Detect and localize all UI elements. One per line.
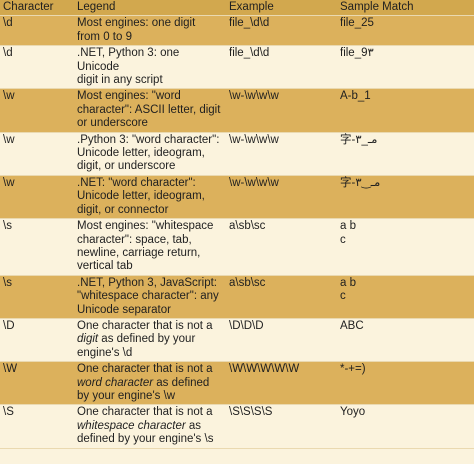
cell-character: \D [0, 318, 74, 363]
cell-legend: Most engines: "word character": ASCII let… [74, 88, 226, 133]
cell-legend: Most engines: one digit from 0 to 9 [74, 15, 226, 47]
table-header: Character Legend Example Sample Match [0, 0, 474, 17]
cell-sample-match: file_9٣ [337, 45, 474, 90]
cell-character: \w [0, 132, 74, 176]
cell-character: \w [0, 175, 74, 220]
cell-character: \S [0, 404, 74, 449]
match-line: file_25 [340, 17, 374, 30]
cell-character: \d [0, 15, 74, 47]
match-line: c [340, 233, 346, 246]
match-line: file_9٣ [340, 47, 374, 60]
header-character: Character [0, 0, 74, 17]
cell-example: \W\W\W\W\W [226, 361, 337, 406]
cell-legend: .NET: "word character": Unicode letter, i… [74, 175, 226, 220]
legend-line: digit, or connector [77, 203, 169, 216]
cell-example: \w-\w\w\w [226, 132, 337, 176]
match-line: *-+=) [340, 363, 366, 376]
cell-sample-match: *-+=) [337, 361, 474, 406]
cell-legend: .NET, Python 3, JavaScript: "whitespace c… [74, 275, 226, 319]
legend-line: character": space, tab, [77, 233, 192, 246]
cell-example: \D\D\D [226, 318, 337, 363]
cell-sample-match: file_25 [337, 15, 474, 47]
legend-line: from 0 to 9 [77, 30, 132, 43]
cell-example: \w-\w\w\w [226, 175, 337, 220]
legend-line: "whitespace character": any [77, 290, 219, 303]
header-sample-match: Sample Match [337, 0, 474, 17]
table-row: \s .NET, Python 3, JavaScript: "whitespace… [0, 275, 474, 319]
legend-line: vertical tab [77, 260, 133, 273]
match-line: c [340, 290, 346, 303]
cell-legend: .NET, Python 3: one Unicode digit in any … [74, 45, 226, 90]
cell-legend: One character that is not a digit as defi… [74, 318, 226, 363]
cell-example: file_\d\d [226, 15, 337, 47]
legend-line: Unicode letter, ideogram, [77, 147, 205, 160]
legend-line: newline, carriage return, [77, 246, 201, 259]
cell-sample-match: ABC [337, 318, 474, 363]
cell-character: \W [0, 361, 74, 406]
table-row: \S One character that is not a whitespace … [0, 404, 474, 449]
legend-line: Unicode separator [77, 303, 171, 316]
table-row: \W One character that is not a word charac… [0, 361, 474, 406]
cell-sample-match: 字-مـ‿۳ [337, 175, 474, 220]
match-line: 字-مـ_۳ [340, 133, 378, 146]
cell-legend: .Python 3: "word character": Unicode lett… [74, 132, 226, 176]
cell-example: file_\d\d [226, 45, 337, 90]
legend-line: digit in any script [77, 74, 163, 87]
table-row: \d .NET, Python 3: one Unicode digit in an… [0, 45, 474, 90]
cell-example: a\sb\sc [226, 275, 337, 319]
legend-line: or underscore [77, 117, 148, 130]
legend-line: character": ASCII letter, digit [77, 103, 221, 116]
cell-character: \d [0, 45, 74, 90]
table-row: \s Most engines: "whitespace character": s… [0, 218, 474, 276]
cell-character: \s [0, 218, 74, 276]
match-line: Yoyo [340, 406, 366, 419]
match-line: A-b_1 [340, 90, 371, 103]
cell-legend: Most engines: "whitespace character": spa… [74, 218, 226, 276]
cell-legend: One character that is not a word characte… [74, 361, 226, 406]
header-legend: Legend [74, 0, 226, 17]
cell-example: a\sb\sc [226, 218, 337, 276]
legend-line: Most engines: one digit [77, 17, 196, 30]
legend-line: Most engines: "word [77, 90, 181, 103]
legend-line: digit, or underscore [77, 160, 176, 173]
cell-legend: One character that is not a whitespace ch… [74, 404, 226, 449]
cell-character: \w [0, 88, 74, 133]
regex-shorthand-table: Character Legend Example Sample Match \d… [0, 0, 474, 449]
header-row: Character Legend Example Sample Match [0, 0, 474, 17]
table-row: \D One character that is not a digit as de… [0, 318, 474, 363]
header-example: Example [226, 0, 337, 17]
cell-sample-match: Yoyo [337, 404, 474, 449]
match-line: 字-مـ‿۳ [340, 176, 381, 189]
legend-line: .Python 3: "word character": [77, 133, 220, 146]
legend-line: .NET, Python 3: one Unicode [77, 47, 180, 73]
legend-line: .NET, Python 3, JavaScript: [77, 276, 217, 289]
match-line: ABC [340, 319, 364, 332]
legend-line: Most engines: "whitespace [77, 220, 214, 233]
cell-sample-match: 字-مـ_۳ [337, 132, 474, 176]
cell-example: \S\S\S\S [226, 404, 337, 449]
match-line: a b [340, 220, 356, 233]
legend-line: .NET: "word character": [77, 176, 196, 189]
table-row: \d Most engines: one digit from 0 to 9 file… [0, 15, 474, 47]
table-row: \w .NET: "word character": Unicode letter,… [0, 175, 474, 220]
match-line: a b [340, 276, 356, 289]
table-body: \d Most engines: one digit from 0 to 9 file… [0, 15, 474, 449]
cell-character: \s [0, 275, 74, 319]
table-row: \w Most engines: "word character": ASCII l… [0, 88, 474, 133]
legend-line: Unicode letter, ideogram, [77, 190, 205, 203]
table-row: \w .Python 3: "word character": Unicode le… [0, 132, 474, 176]
cell-sample-match: A-b_1 [337, 88, 474, 133]
cell-example: \w-\w\w\w [226, 88, 337, 133]
